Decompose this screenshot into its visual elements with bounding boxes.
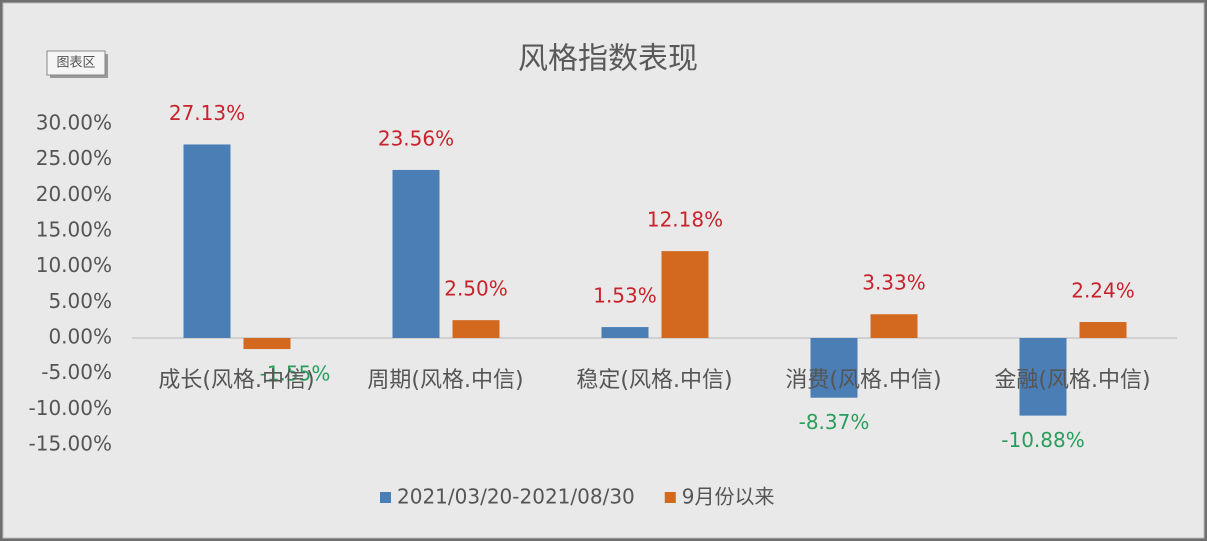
data-label: -8.37%: [799, 410, 870, 434]
legend-label: 2021/03/20-2021/08/30: [397, 485, 635, 509]
tooltip: [46, 50, 106, 76]
data-label: -10.88%: [1001, 428, 1084, 452]
x-tick-label: 消费(风格.中信): [785, 368, 941, 393]
x-tick-label: 金融(风格.中信): [994, 368, 1150, 393]
y-tick-label: 20.00%: [36, 182, 112, 206]
bar: [392, 169, 440, 338]
bar: [661, 251, 709, 338]
data-label: 3.33%: [862, 271, 926, 295]
legend-label: 9月份以来: [682, 485, 775, 509]
y-tick-label: 5.00%: [48, 289, 112, 313]
data-label: -1.55%: [260, 362, 331, 386]
bar: [601, 327, 649, 338]
data-label: 2.50%: [444, 277, 508, 301]
bar: [183, 144, 231, 338]
data-label: 12.18%: [647, 208, 723, 232]
tooltip-text: 图表区: [56, 56, 95, 71]
data-label: 27.13%: [169, 101, 245, 125]
bar: [243, 338, 291, 350]
bar: [452, 320, 500, 338]
y-tick-label: 10.00%: [36, 253, 112, 277]
y-tick-label: 25.00%: [36, 146, 112, 170]
chart-title: 风格指数表现: [518, 42, 698, 77]
data-label: 1.53%: [593, 284, 657, 308]
data-label: 23.56%: [378, 126, 454, 150]
x-tick-label: 周期(风格.中信): [367, 368, 523, 393]
y-tick-label: 15.00%: [36, 218, 112, 242]
y-tick-label: -15.00%: [29, 432, 112, 456]
y-tick-label: 0.00%: [48, 325, 112, 349]
y-tick-label: -5.00%: [41, 360, 112, 384]
data-label: 2.24%: [1071, 279, 1135, 303]
legend-swatch: [380, 492, 391, 503]
x-tick-label: 成长(风格.中信): [158, 368, 314, 393]
bar: [1079, 322, 1127, 338]
legend-swatch: [664, 492, 676, 503]
y-tick-label: -10.00%: [29, 396, 112, 420]
bar: [870, 314, 918, 338]
y-tick-label: 30.00%: [36, 111, 112, 135]
bar: [1019, 338, 1067, 416]
bar: [810, 338, 858, 398]
x-tick-label: 稳定(风格.中信): [576, 368, 732, 393]
